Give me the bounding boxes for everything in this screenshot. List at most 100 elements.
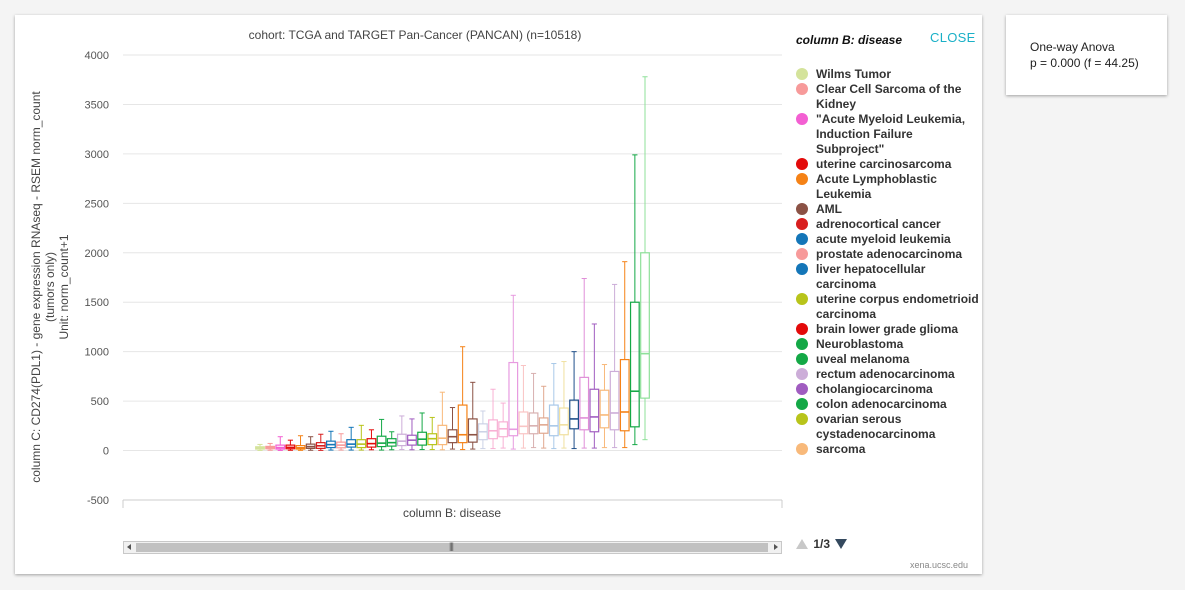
legend-color-swatch — [796, 263, 808, 275]
legend-item[interactable]: acute myeloid leukemia — [796, 232, 982, 247]
box-plot-box — [640, 76, 650, 441]
grid-lines — [122, 54, 783, 508]
legend-item[interactable]: uterine carcinosarcoma — [796, 157, 982, 172]
box-plot-box — [326, 430, 336, 451]
box-plot-box — [589, 323, 600, 449]
box-plot-box — [579, 277, 590, 449]
box-plot-box — [457, 346, 468, 451]
y-tick-label: 3500 — [85, 99, 109, 111]
legend-color-swatch — [796, 68, 808, 80]
box-plot-box — [265, 442, 276, 451]
legend-item[interactable]: colon adenocarcinoma — [796, 397, 982, 412]
box-plot-box — [437, 391, 448, 451]
y-tick-label: 2500 — [85, 198, 109, 210]
legend-item[interactable]: "Acute Myeloid Leukemia, Induction Failu… — [796, 112, 982, 157]
legend-item-label: AML — [816, 202, 842, 216]
legend-item-label: Clear Cell Sarcoma of the Kidney — [816, 82, 962, 111]
box-plot-box — [407, 418, 417, 451]
legend-color-swatch — [796, 113, 808, 125]
legend-item[interactable]: uveal melanoma — [796, 352, 982, 367]
box-plot-box — [518, 365, 529, 449]
y-axis-label: column C: CD274(PDL1) - gene expression … — [29, 91, 71, 483]
legend-color-swatch — [796, 413, 808, 425]
legend-item[interactable]: uterine corpus endometrioid carcinoma — [796, 292, 982, 322]
scroll-right-arrow-icon[interactable] — [774, 544, 778, 550]
y-axis-label-line-2: (tumors only) — [43, 252, 57, 322]
scrollbar-thumb[interactable] — [136, 543, 768, 552]
legend-color-swatch — [796, 323, 808, 335]
y-tick-label: 4000 — [85, 50, 109, 62]
y-tick-label: 500 — [91, 396, 109, 408]
box-plot-box — [548, 363, 559, 450]
legend-color-swatch — [796, 353, 808, 365]
legend-pager: 1/3 — [796, 537, 848, 551]
box-plot-box — [346, 426, 357, 451]
legend-color-swatch — [796, 398, 808, 410]
box-plot-box — [447, 407, 458, 450]
legend-color-swatch — [796, 203, 808, 215]
horizontal-scrollbar[interactable]: ||| — [123, 541, 782, 554]
box-plot-box — [285, 439, 296, 451]
legend-color-swatch — [796, 368, 808, 380]
legend-item[interactable]: cholangiocarcinoma — [796, 382, 982, 397]
y-tick-label: 0 — [103, 446, 109, 458]
legend-item[interactable]: rectum adenocarcinoma — [796, 367, 982, 382]
close-button[interactable]: CLOSE — [930, 30, 976, 45]
legend-item-label: Neuroblastoma — [816, 337, 904, 351]
legend-item[interactable]: liver hepatocellular carcinoma — [796, 262, 982, 292]
box-plot-box — [396, 415, 407, 451]
box-plot-box — [538, 385, 549, 449]
box-plot-box — [255, 443, 265, 451]
box-plot-boxes — [255, 76, 650, 451]
box-plot-box — [305, 436, 316, 451]
legend-item[interactable]: Acute Lymphoblastic Leukemia — [796, 172, 982, 202]
legend-item[interactable]: adrenocortical cancer — [796, 217, 982, 232]
legend-color-swatch — [796, 338, 808, 350]
legend-item[interactable]: AML — [796, 202, 982, 217]
y-axis-label-line-1: column C: CD274(PDL1) - gene expression … — [29, 91, 43, 483]
legend-item[interactable]: Clear Cell Sarcoma of the Kidney — [796, 82, 982, 112]
scrollbar-grip-icon: ||| — [449, 541, 454, 551]
legend-item[interactable]: prostate adenocarcinoma — [796, 247, 982, 262]
box-plot-box — [508, 294, 519, 450]
legend-item-label: prostate adenocarcinoma — [816, 247, 963, 261]
box-plot-box — [295, 435, 306, 451]
legend-item-label: brain lower grade glioma — [816, 322, 959, 336]
legend-color-swatch — [796, 158, 808, 170]
legend-item[interactable]: Neuroblastoma — [796, 337, 982, 352]
legend-item[interactable]: sarcoma — [796, 442, 982, 457]
legend-color-swatch — [796, 233, 808, 245]
legend-page-up-icon[interactable] — [796, 539, 808, 549]
scroll-left-arrow-icon[interactable] — [127, 544, 131, 550]
legend-item-label: uterine corpus endometrioid carcinoma — [816, 292, 979, 321]
legend-item[interactable]: ovarian serous cystadenocarcinoma — [796, 412, 982, 442]
legend-item-label: cholangiocarcinoma — [816, 382, 933, 396]
legend-item[interactable]: brain lower grade glioma — [796, 322, 982, 337]
legend-item-label: acute myeloid leukemia — [816, 232, 951, 246]
chart-card: -500 0 500 1000 1500 2000 2500 3000 3500 4000 coh… — [15, 15, 982, 574]
chart-title: cohort: TCGA and TARGET Pan-Cancer (PANC… — [249, 28, 582, 42]
anova-test-name: One-way Anova — [1030, 40, 1115, 54]
y-tick-label: 1000 — [85, 347, 109, 359]
box-plot-box — [569, 351, 579, 450]
legend-color-swatch — [796, 218, 808, 230]
box-plot-box — [477, 410, 488, 450]
y-axis-label-line-3: Unit: norm_count+1 — [57, 234, 71, 339]
box-plot-box — [366, 429, 377, 451]
box-plot-box — [629, 154, 640, 446]
legend-page-down-icon[interactable] — [835, 539, 848, 549]
box-plot-box — [488, 388, 498, 450]
legend-item-label: colon adenocarcinoma — [816, 397, 947, 411]
legend-title: column B: disease — [796, 33, 903, 47]
legend-color-swatch — [796, 248, 808, 260]
box-plot-box — [609, 283, 620, 449]
box-plot-box — [315, 433, 326, 451]
box-plot-box — [386, 431, 397, 451]
y-tick-label: 3000 — [85, 149, 109, 161]
box-plot-box — [427, 416, 438, 451]
legend-item-label: Wilms Tumor — [816, 67, 892, 81]
box-plot-box — [599, 364, 610, 449]
legend-item-label: uveal melanoma — [816, 352, 910, 366]
legend-item[interactable]: Wilms Tumor — [796, 67, 982, 82]
box-plot-box — [376, 418, 387, 451]
